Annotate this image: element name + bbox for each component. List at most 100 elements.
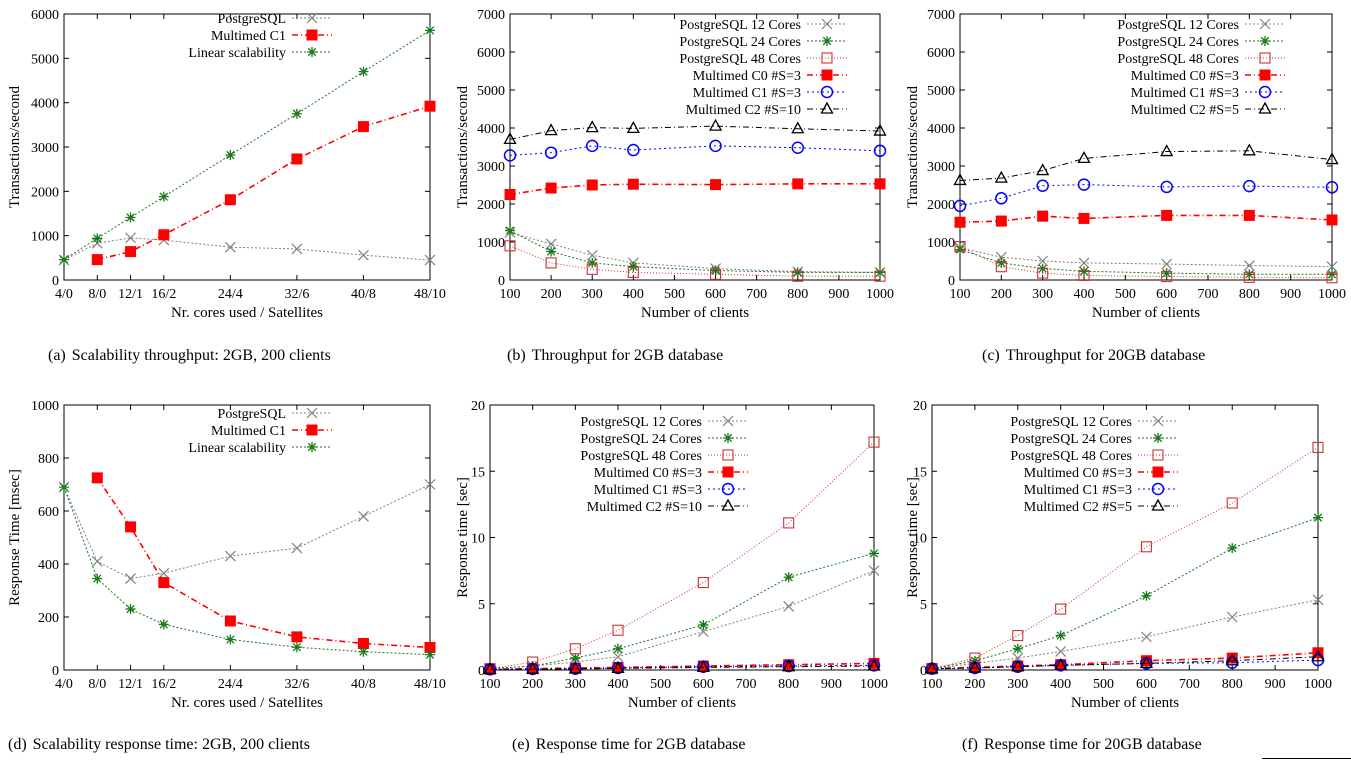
chart-c-x-tick-label: 1000 bbox=[1318, 287, 1346, 302]
chart-f-x-tick-label: 1000 bbox=[1304, 677, 1332, 692]
chart-c-legend-swatch-marker bbox=[1258, 101, 1272, 114]
chart-f-legend-label: Multimed C1 #S=3 bbox=[1024, 483, 1132, 498]
chart-b-series-4-point bbox=[627, 143, 640, 157]
chart-c-caption-text: Throughput for 20GB database bbox=[1005, 347, 1206, 364]
chart-f-series-5-point bbox=[1011, 659, 1025, 672]
chart-f-series-5-point bbox=[925, 661, 939, 674]
chart-c-legend-swatch-marker bbox=[1260, 36, 1270, 46]
chart-e-series-5-point bbox=[867, 658, 881, 671]
chart-a-series-0-point bbox=[125, 232, 136, 244]
chart-f-y-tick-label: 20 bbox=[913, 399, 927, 414]
chart-b-series-1-point bbox=[792, 267, 803, 278]
chart-e-caption-letter: (e) bbox=[512, 736, 530, 753]
chart-e-y-axis-label: Response time [sec] bbox=[455, 477, 471, 598]
chart-a-y-tick-label: 3000 bbox=[31, 141, 59, 156]
chart-a-series-2-point bbox=[125, 212, 136, 223]
chart-f-y-tick-label: 10 bbox=[913, 532, 927, 547]
chart-a-series-1-point bbox=[224, 194, 236, 206]
chart-c-y-tick-label: 2000 bbox=[927, 198, 955, 213]
chart-f-legend-swatch-marker bbox=[1151, 498, 1165, 511]
chart-c-series-3-point bbox=[1037, 210, 1049, 222]
chart-a-legend-swatch-marker bbox=[307, 47, 317, 57]
chart-c-series-0-point bbox=[1243, 260, 1255, 271]
chart-c-y-tick-label: 6000 bbox=[927, 46, 955, 61]
chart-f-series-2-point bbox=[1312, 441, 1324, 453]
chart-e-x-tick-label: 600 bbox=[693, 677, 714, 692]
chart-a-x-tick-label: 48/10 bbox=[414, 287, 446, 302]
chart-c-y-axis-label: Transactions/second bbox=[905, 86, 921, 208]
chart-c-series-3-point bbox=[995, 215, 1007, 227]
chart-b-series-3-point bbox=[710, 179, 722, 191]
chart-d-legend-swatch-marker bbox=[306, 424, 318, 436]
chart-b-series-1-point bbox=[546, 246, 557, 257]
chart-b-y-tick-label: 5000 bbox=[477, 84, 505, 99]
chart-e-x-tick-label: 1000 bbox=[860, 677, 888, 692]
chart-f-legend-swatch-marker bbox=[1153, 433, 1163, 443]
chart-f-legend-label: PostgreSQL 12 Cores bbox=[1010, 415, 1132, 430]
chart-d-x-tick-label: 40/8 bbox=[351, 677, 376, 692]
chart-c-series-2-point bbox=[1326, 272, 1338, 284]
chart-b-y-axis-label: Transactions/second bbox=[455, 86, 471, 208]
chart-c-series-4-point bbox=[953, 199, 967, 213]
chart-b-series-5-point bbox=[626, 121, 640, 134]
chart-b-series-0-point bbox=[586, 249, 598, 261]
chart-f-y-tick-label: 0 bbox=[920, 664, 927, 679]
chart-f-caption-text: Response time for 20GB database bbox=[983, 736, 1202, 753]
chart-c-caption-letter: (c) bbox=[982, 347, 1000, 364]
chart-c-legend-label: PostgreSQL 12 Cores bbox=[1117, 18, 1239, 33]
chart-e-x-tick-label: 800 bbox=[778, 677, 799, 692]
chart-f-legend-swatch-marker bbox=[1152, 449, 1164, 461]
chart-a-series-1 bbox=[91, 100, 436, 266]
chart-c-caption: (c) Throughput for 20GB database bbox=[982, 347, 1205, 365]
chart-a-svg: 0 1000 2000 3000 4000 5000 6000 4/0 8/0 12/1 16/2 2… bbox=[7, 8, 446, 321]
chart-f-x-tick-label: 100 bbox=[922, 677, 943, 692]
chart-c-y-tick-label: 7000 bbox=[927, 8, 955, 23]
chart-c-plot-frame bbox=[959, 13, 1333, 281]
chart-f-x-tick-label: 200 bbox=[964, 677, 985, 692]
chart-c-series-4-point bbox=[1160, 180, 1173, 194]
chart-e-legend-label: PostgreSQL 24 Cores bbox=[580, 432, 702, 447]
chart-c-series-2 bbox=[954, 241, 1338, 284]
chart-f-series-1-point bbox=[1313, 512, 1323, 523]
chart-f-series-4 bbox=[925, 653, 1325, 675]
chart-a-x-tick-label: 12/1 bbox=[118, 287, 143, 302]
chart-a-series-0-line bbox=[63, 237, 431, 261]
chart-e-series-5-point bbox=[611, 661, 625, 674]
chart-d-y-tick-label: 400 bbox=[38, 558, 59, 573]
chart-e-y-tick-label: 10 bbox=[471, 532, 485, 547]
chart-e-series-0-line bbox=[489, 570, 875, 670]
chart-d-caption-text: Scalability response time: 2GB, 200 clie… bbox=[32, 736, 310, 753]
chart-c-x-tick-label: 800 bbox=[1239, 287, 1260, 302]
chart-e-y-tick-label: 20 bbox=[471, 399, 485, 414]
chart-c-svg: 0 1000 2000 3000 4000 5000 6000 7000 100 200 300 40… bbox=[905, 8, 1346, 321]
chart-e-series-0-point bbox=[783, 600, 795, 612]
chart-c-x-tick-label: 700 bbox=[1198, 287, 1219, 302]
chart-c-series-0-point bbox=[1161, 258, 1173, 270]
chart-b-series-5-point bbox=[544, 123, 558, 136]
chart-d-y-axis-label: Response Time [msec] bbox=[7, 469, 23, 606]
chart-f-series-3-point bbox=[1312, 647, 1324, 659]
chart-c-legend-swatch-marker bbox=[1259, 69, 1271, 81]
chart-a-series-2-point bbox=[291, 108, 302, 119]
chart-e-series-1-point bbox=[613, 643, 623, 654]
chart-d-y-tick-label: 0 bbox=[52, 664, 59, 679]
chart-b-series-5-point bbox=[791, 121, 805, 134]
chart-b-series-3-point bbox=[874, 178, 886, 190]
chart-b-x-tick-label: 800 bbox=[787, 287, 808, 302]
chart-b-y-tick-label: 2000 bbox=[477, 198, 505, 213]
chart-c-series-5-point bbox=[1036, 163, 1050, 176]
chart-e-caption-text: Response time for 2GB database bbox=[535, 736, 746, 753]
chart-f-series-0-line bbox=[931, 599, 1319, 670]
chart-e-series-4 bbox=[483, 659, 881, 676]
chart-b-x-tick-label: 900 bbox=[828, 287, 849, 302]
chart-e-series-5-point bbox=[483, 661, 497, 674]
chart-a-series-2-point bbox=[92, 233, 103, 244]
chart-e-legend-label: Multimed C2 #S=10 bbox=[587, 500, 702, 515]
chart-b-legend-label: Multimed C1 #S=3 bbox=[693, 86, 801, 101]
chart-c-series-0-point bbox=[1037, 255, 1049, 267]
chart-d-series-2-point bbox=[92, 573, 103, 584]
chart-a-series-1-point bbox=[91, 254, 103, 266]
chart-e-series-5-point bbox=[782, 659, 796, 672]
chart-c-series-4-point bbox=[1077, 178, 1091, 191]
